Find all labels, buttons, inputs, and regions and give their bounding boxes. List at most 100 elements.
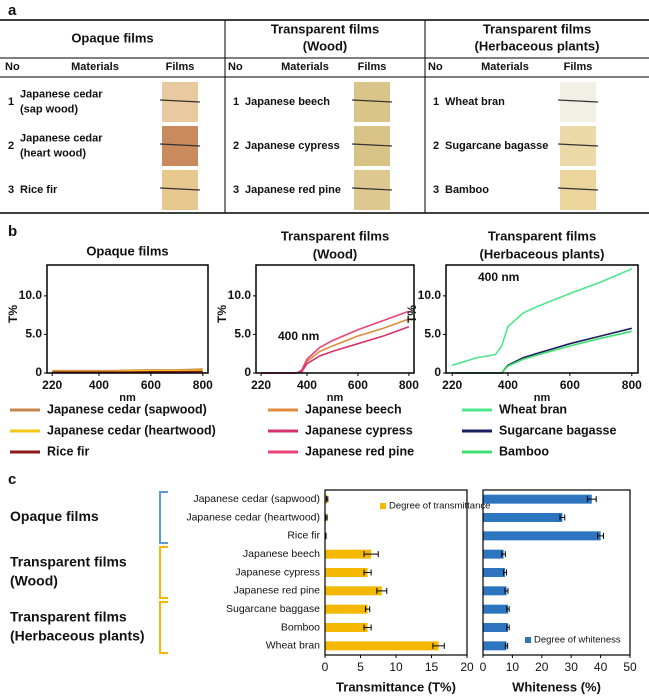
x-tick-label: 0 [322,660,329,674]
material-name: Japanese cedar [20,132,103,144]
material-name: Bamboo [445,184,489,196]
category-label: Rice fir [287,530,320,542]
panel-label: c [8,471,16,488]
legend-label: Japanese cedar (heartwood) [47,423,216,437]
x-tick-label: 50 [623,660,637,674]
x-tick-label: 30 [565,660,579,674]
error-bar [597,532,605,539]
group-label: Transparent films [10,554,127,570]
y-tick-label: 0 [35,365,42,379]
x-tick-label: 400 [89,378,109,392]
category-label: Japanese cedar (sapwood) [193,493,320,505]
error-bar [363,551,379,558]
error-bar [432,642,445,649]
x-tick-label: 800 [622,378,642,392]
x-axis-label: nm [327,392,344,404]
group-title: (Herbaceous plants) [475,38,600,53]
y-tick-label: 10.0 [418,288,442,302]
error-bar [506,606,510,613]
x-tick-label: 20 [535,660,549,674]
category-label: Sugarcane baggase [226,603,320,615]
legend-label: Wheat bran [499,402,567,416]
x-tick-label: 220 [42,378,62,392]
x-tick-label: 220 [251,378,271,392]
y-tick-label: 0 [434,365,441,379]
group-bracket [159,546,168,599]
group-title: (Wood) [303,38,348,53]
chart-title: Transparent films [488,228,596,243]
error-bar [325,496,329,503]
y-tick-label: 10.0 [228,288,252,302]
y-tick-label: 5.0 [234,327,251,341]
film-wire [159,187,201,191]
plot-frame [482,489,631,656]
bar [483,623,508,632]
film-wire [159,143,201,147]
film-wire [557,187,599,191]
material-name: Sugarcane bagasse [445,140,548,152]
group-title: Opaque films [71,30,153,45]
material-name: (heart wood) [20,147,86,159]
annotation: 400 nm [278,329,319,343]
row-number: 1 [433,96,439,108]
category-label: Wheat bran [266,640,320,652]
error-bar [363,569,372,576]
y-tick-label: 5.0 [25,327,42,341]
plot-frame [445,264,639,374]
data-line [451,268,633,367]
group-label: (Wood) [10,573,58,589]
x-tick-label: 40 [594,660,608,674]
column-header: No [228,61,243,73]
group-label: Opaque films [10,508,99,524]
bar [483,531,601,541]
row-number: 3 [433,184,439,196]
x-axis-label: nm [119,392,136,404]
x-tick-label: 5 [357,660,364,674]
error-bar [503,569,508,576]
column-header: No [428,61,443,73]
chart-title: Opaque films [86,243,168,258]
material-name: Japanese cedar [20,88,103,100]
x-tick-label: 20 [460,660,474,674]
x-tick-label: 400 [498,378,518,392]
error-bar [506,624,510,631]
bar [483,641,507,651]
plot-frame [324,489,468,656]
column-header: Materials [281,61,329,73]
y-tick-label: 5.0 [424,327,441,341]
category-label: Japanese cypress [235,566,320,578]
chart-title: (Herbaceous plants) [480,246,605,261]
x-tick-label: 15 [425,660,439,674]
error-bar [501,551,506,558]
material-name: Rice fir [20,184,58,196]
legend-label: Rice fir [47,444,90,458]
row-number: 3 [233,184,239,196]
panel-label: b [8,223,17,240]
error-bar [364,606,371,613]
category-label: Japanese red pine [234,585,321,597]
row-number: 2 [8,140,14,152]
legend-label: Degree of transmittance [389,501,490,512]
category-label: Bomboo [281,621,320,633]
material-name: Japanese beech [245,96,330,108]
legend-label: Japanese red pine [305,444,414,458]
x-tick-label: 0 [480,660,487,674]
error-bar [504,587,509,594]
row-number: 2 [233,140,239,152]
film-wire [351,187,393,191]
column-header: Films [564,61,593,73]
bar [325,623,368,632]
bar [483,568,506,577]
x-tick-label: 10 [389,660,403,674]
y-axis-label: T% [405,305,419,323]
legend-label: Japanese beech [305,402,402,416]
bar [325,604,368,614]
column-header: No [5,61,20,73]
panel-label: a [8,2,17,19]
error-bar [325,514,328,521]
x-tick-label: 220 [442,378,462,392]
column-header: Materials [71,61,119,73]
chart-title: Transparent films [281,228,389,243]
column-header: Materials [481,61,529,73]
x-axis-label: nm [534,392,551,404]
